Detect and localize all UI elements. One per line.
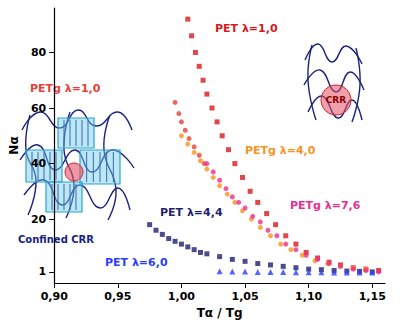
svg-text:1,00: 1,00 <box>168 290 195 303</box>
svg-text:CRR: CRR <box>326 95 347 105</box>
svg-text:60: 60 <box>31 102 47 115</box>
svg-text:Tα / Tg: Tα / Tg <box>197 306 243 320</box>
svg-text:0,90: 0,90 <box>41 290 68 303</box>
svg-text:PET λ=4,4: PET λ=4,4 <box>160 206 223 219</box>
svg-text:1,05: 1,05 <box>231 290 258 303</box>
svg-text:1: 1 <box>39 265 47 278</box>
svg-text:Nα: Nα <box>7 136 21 154</box>
svg-text:1,10: 1,10 <box>295 290 322 303</box>
svg-text:PETg λ=4,0: PETg λ=4,0 <box>245 144 316 157</box>
svg-text:PETg λ=1,0: PETg λ=1,0 <box>30 82 101 95</box>
svg-text:80: 80 <box>31 46 47 59</box>
svg-text:PETg λ=7,6: PETg λ=7,6 <box>290 199 361 212</box>
svg-text:PET λ=6,0: PET λ=6,0 <box>105 256 168 269</box>
svg-text:40: 40 <box>31 157 47 170</box>
svg-text:20: 20 <box>31 213 47 226</box>
svg-text:1,15: 1,15 <box>359 290 386 303</box>
svg-text:0,95: 0,95 <box>104 290 131 303</box>
svg-text:PET λ=1,0: PET λ=1,0 <box>215 22 278 35</box>
svg-text:Confined CRR: Confined CRR <box>18 234 94 245</box>
